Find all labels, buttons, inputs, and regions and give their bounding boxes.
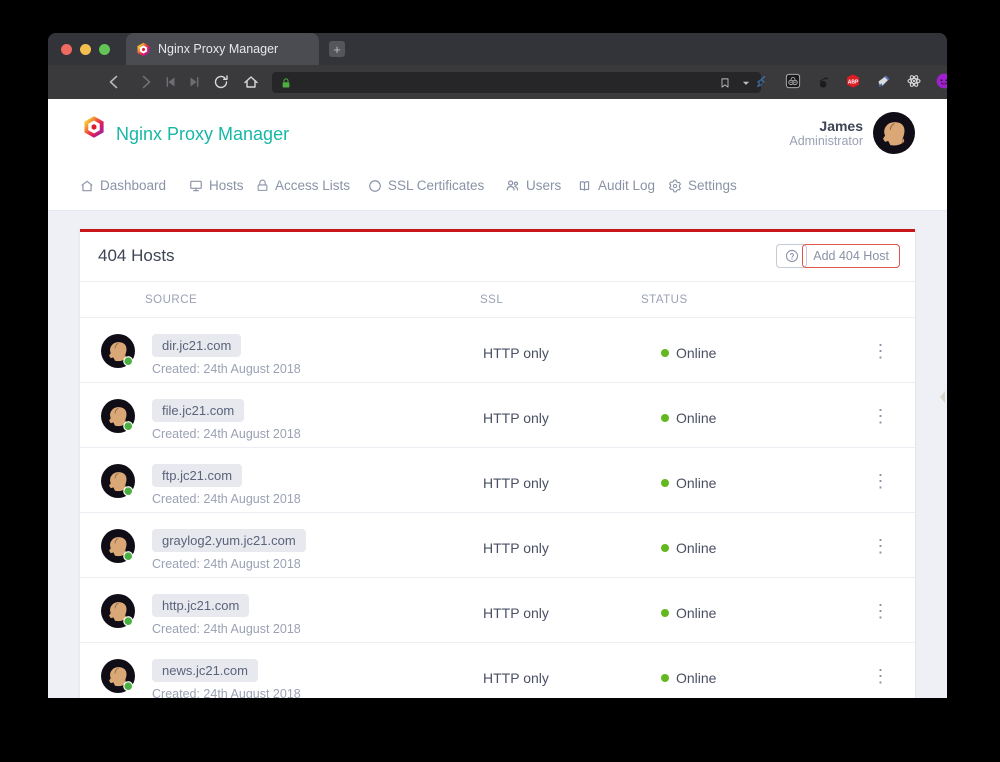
svg-text:ABP: ABP	[848, 79, 859, 85]
